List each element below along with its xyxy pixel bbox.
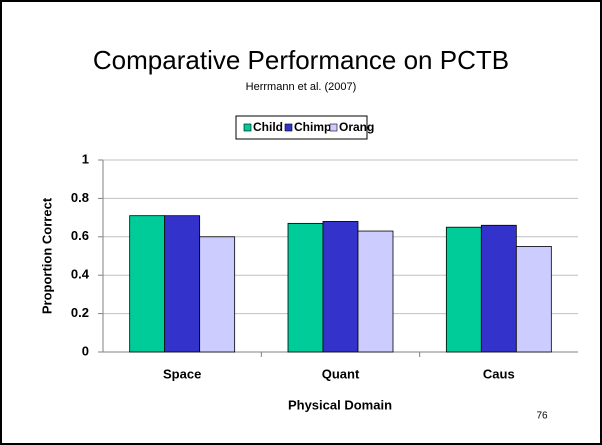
bar xyxy=(480,224,517,353)
bar xyxy=(515,245,552,353)
legend-label: Chimp xyxy=(294,120,331,134)
y-tick-label: 1 xyxy=(82,151,89,166)
y-tick-label: 0 xyxy=(82,343,89,358)
x-tick-label: Space xyxy=(163,366,201,381)
legend-label: Child xyxy=(253,120,283,134)
legend-label: Orang xyxy=(339,120,374,134)
x-axis-label: Physical Domain xyxy=(288,397,392,412)
bar xyxy=(322,221,359,353)
page-number: 76 xyxy=(536,411,548,422)
x-tick-label: Caus xyxy=(483,366,515,381)
y-tick-label: 0.2 xyxy=(71,305,89,320)
legend-swatch xyxy=(284,123,293,132)
bar xyxy=(129,215,166,353)
chart-title: Comparative Performance on PCTB xyxy=(93,45,509,75)
legend-swatch xyxy=(329,123,338,132)
bar xyxy=(199,236,236,353)
chart-subtitle: Herrmann et al. (2007) xyxy=(246,81,357,93)
y-tick-label: 0.8 xyxy=(71,190,89,205)
bar xyxy=(445,226,482,353)
y-tick-label: 0.4 xyxy=(71,267,90,282)
bar xyxy=(287,222,324,353)
y-tick-label: 0.6 xyxy=(71,228,89,243)
x-tick-label: Quant xyxy=(322,366,360,381)
y-axis-label: Proportion Correct xyxy=(39,197,54,314)
bar xyxy=(357,230,394,353)
legend-swatch xyxy=(243,123,252,132)
legend-box xyxy=(235,115,368,140)
bar xyxy=(164,215,201,353)
